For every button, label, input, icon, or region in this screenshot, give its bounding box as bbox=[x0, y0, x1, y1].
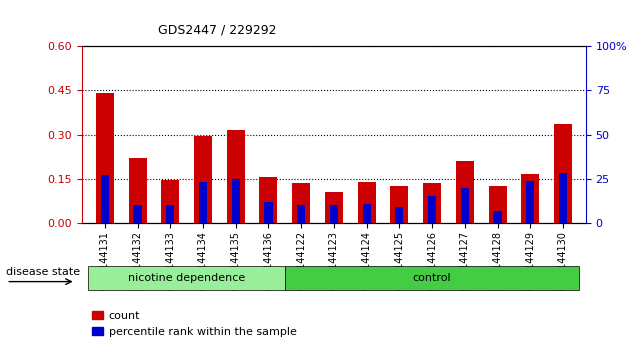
Legend: count, percentile rank within the sample: count, percentile rank within the sample bbox=[88, 307, 301, 341]
Bar bbox=[88, 266, 285, 290]
Bar bbox=[199, 182, 207, 223]
Bar bbox=[559, 173, 567, 223]
Bar bbox=[166, 205, 175, 223]
Bar bbox=[297, 205, 306, 223]
Bar bbox=[129, 158, 147, 223]
Bar bbox=[493, 211, 501, 223]
Bar bbox=[232, 179, 240, 223]
Bar bbox=[265, 202, 273, 223]
Bar bbox=[488, 186, 507, 223]
Bar bbox=[285, 266, 580, 290]
Text: GDS2447 / 229292: GDS2447 / 229292 bbox=[158, 23, 276, 36]
Bar bbox=[554, 124, 572, 223]
Text: nicotine dependence: nicotine dependence bbox=[128, 273, 245, 283]
Bar bbox=[521, 175, 539, 223]
Bar bbox=[456, 161, 474, 223]
Bar bbox=[526, 181, 534, 223]
Bar bbox=[358, 182, 375, 223]
Bar bbox=[428, 196, 436, 223]
Bar bbox=[461, 188, 469, 223]
Bar bbox=[362, 204, 370, 223]
Bar bbox=[134, 205, 142, 223]
Bar bbox=[423, 183, 441, 223]
Bar bbox=[330, 205, 338, 223]
Bar bbox=[391, 186, 408, 223]
Bar bbox=[395, 207, 403, 223]
Bar bbox=[96, 93, 114, 223]
Bar bbox=[325, 192, 343, 223]
Bar bbox=[101, 175, 109, 223]
Bar bbox=[161, 180, 180, 223]
Text: disease state: disease state bbox=[6, 267, 81, 277]
Bar bbox=[194, 136, 212, 223]
Text: control: control bbox=[413, 273, 451, 283]
Bar bbox=[260, 177, 277, 223]
Bar bbox=[292, 183, 310, 223]
Bar bbox=[227, 130, 244, 223]
